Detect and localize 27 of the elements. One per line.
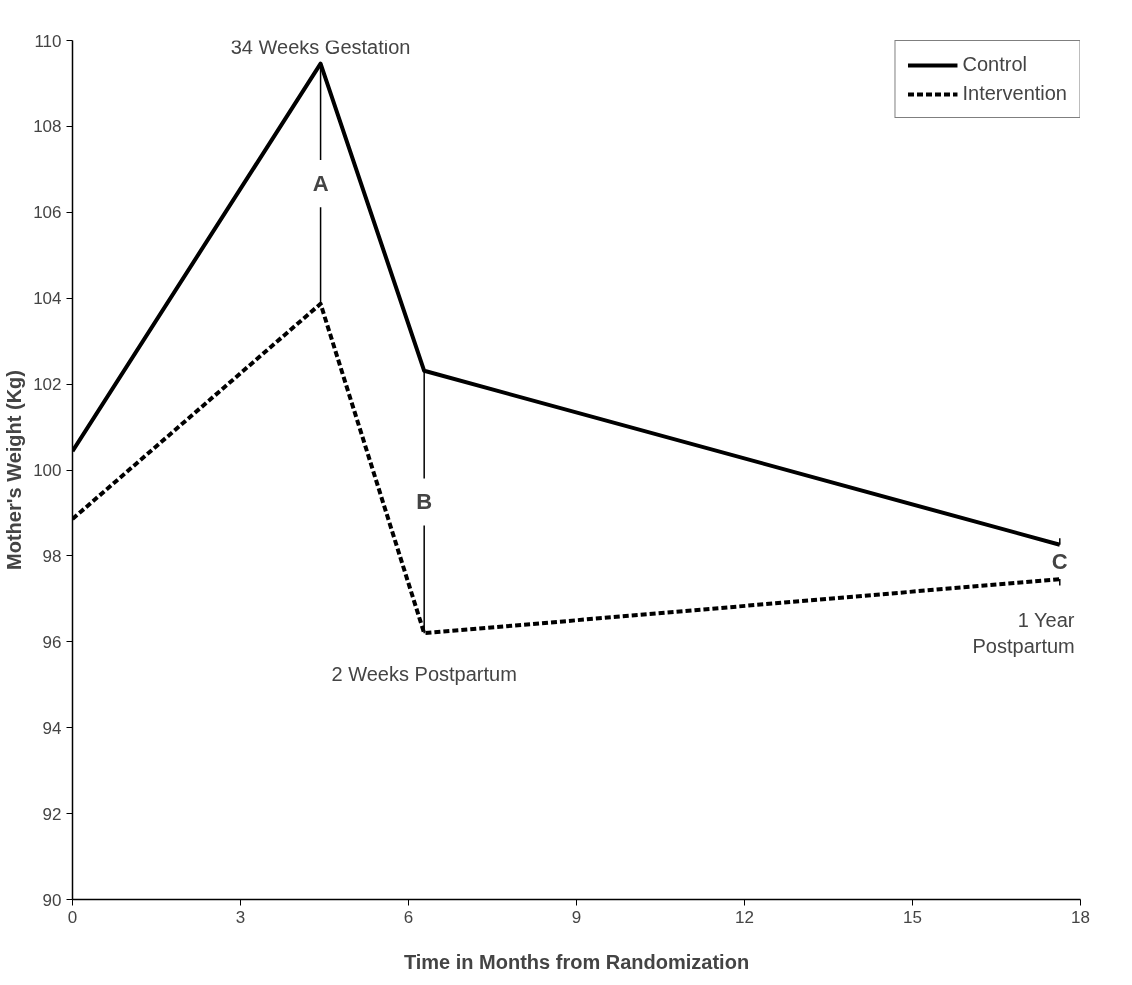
x-tick-label: 15 [903, 907, 922, 927]
x-tick-label: 12 [735, 907, 754, 927]
y-tick-label: 94 [42, 718, 62, 738]
y-tick-label: 104 [33, 289, 62, 309]
y-tick-label: 110 [34, 31, 62, 51]
annotation: 1 Year Postpartum [972, 609, 1075, 658]
x-tick-label: 6 [403, 907, 414, 927]
y-tick-label: 98 [42, 546, 62, 566]
legend-label: Control [962, 53, 1027, 76]
y-tick-label: 96 [42, 632, 62, 652]
x-axis-title: Time in Months from Randomization [403, 950, 750, 973]
y-tick-label: 100 [33, 461, 62, 480]
annotation: 2 Weeks Postpartum [331, 663, 517, 686]
x-tick-label: 9 [571, 907, 582, 927]
x-tick-label: 18 [1071, 907, 1090, 927]
x-tick-label: 3 [235, 907, 246, 927]
legend-label: Intervention [962, 82, 1067, 105]
y-tick-label: 90 [42, 890, 62, 910]
y-axis-title: Mother's Weight (Kg) [3, 370, 26, 570]
y-tick-label: 102 [33, 375, 62, 395]
x-tick-label: 0 [67, 907, 78, 927]
y-tick-label: 92 [42, 804, 62, 824]
y-tick-label: 108 [33, 117, 62, 137]
annotation: A [312, 171, 329, 197]
annotation: B [416, 489, 433, 515]
annotation: C [1051, 549, 1068, 575]
y-tick-label: 106 [33, 203, 62, 223]
